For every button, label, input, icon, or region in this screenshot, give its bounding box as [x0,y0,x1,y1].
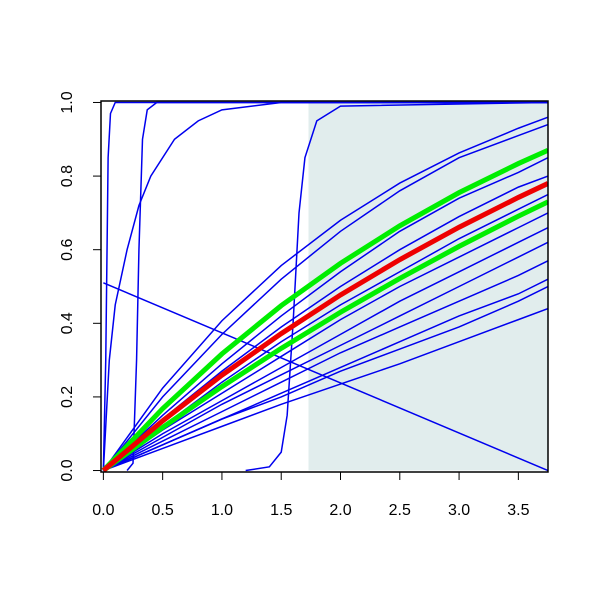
x-tick-label: 0.0 [92,502,114,519]
y-tick-label: 0.8 [59,165,76,187]
curve [101,181,548,472]
x-tick-label: 3.5 [507,502,529,519]
curve [102,226,548,472]
x-tick-label: 3.0 [448,502,470,519]
curve [103,285,548,472]
y-tick-label: 0.6 [59,238,76,260]
y-tick-label: 1.0 [59,91,76,113]
x-tick-label: 0.5 [152,502,174,519]
curve [103,241,548,472]
curve [101,148,548,472]
curve [103,307,548,472]
curve [102,212,548,472]
curve [101,199,548,472]
curve [102,157,548,472]
x-tick-label: 1.0 [211,502,233,519]
curve [102,123,548,471]
x-tick-label: 2.0 [329,502,351,519]
y-tick-label: 0.2 [59,386,76,408]
curve [102,116,548,471]
x-tick-label: 1.5 [270,502,292,519]
curve [103,282,548,472]
y-tick-label: 0.4 [59,312,76,334]
y-tick-label: 0.0 [59,459,76,481]
curve [103,260,548,472]
curve [245,101,548,472]
curve [102,101,548,471]
x-tick-label: 2.5 [389,502,411,519]
plot-box [100,100,549,473]
